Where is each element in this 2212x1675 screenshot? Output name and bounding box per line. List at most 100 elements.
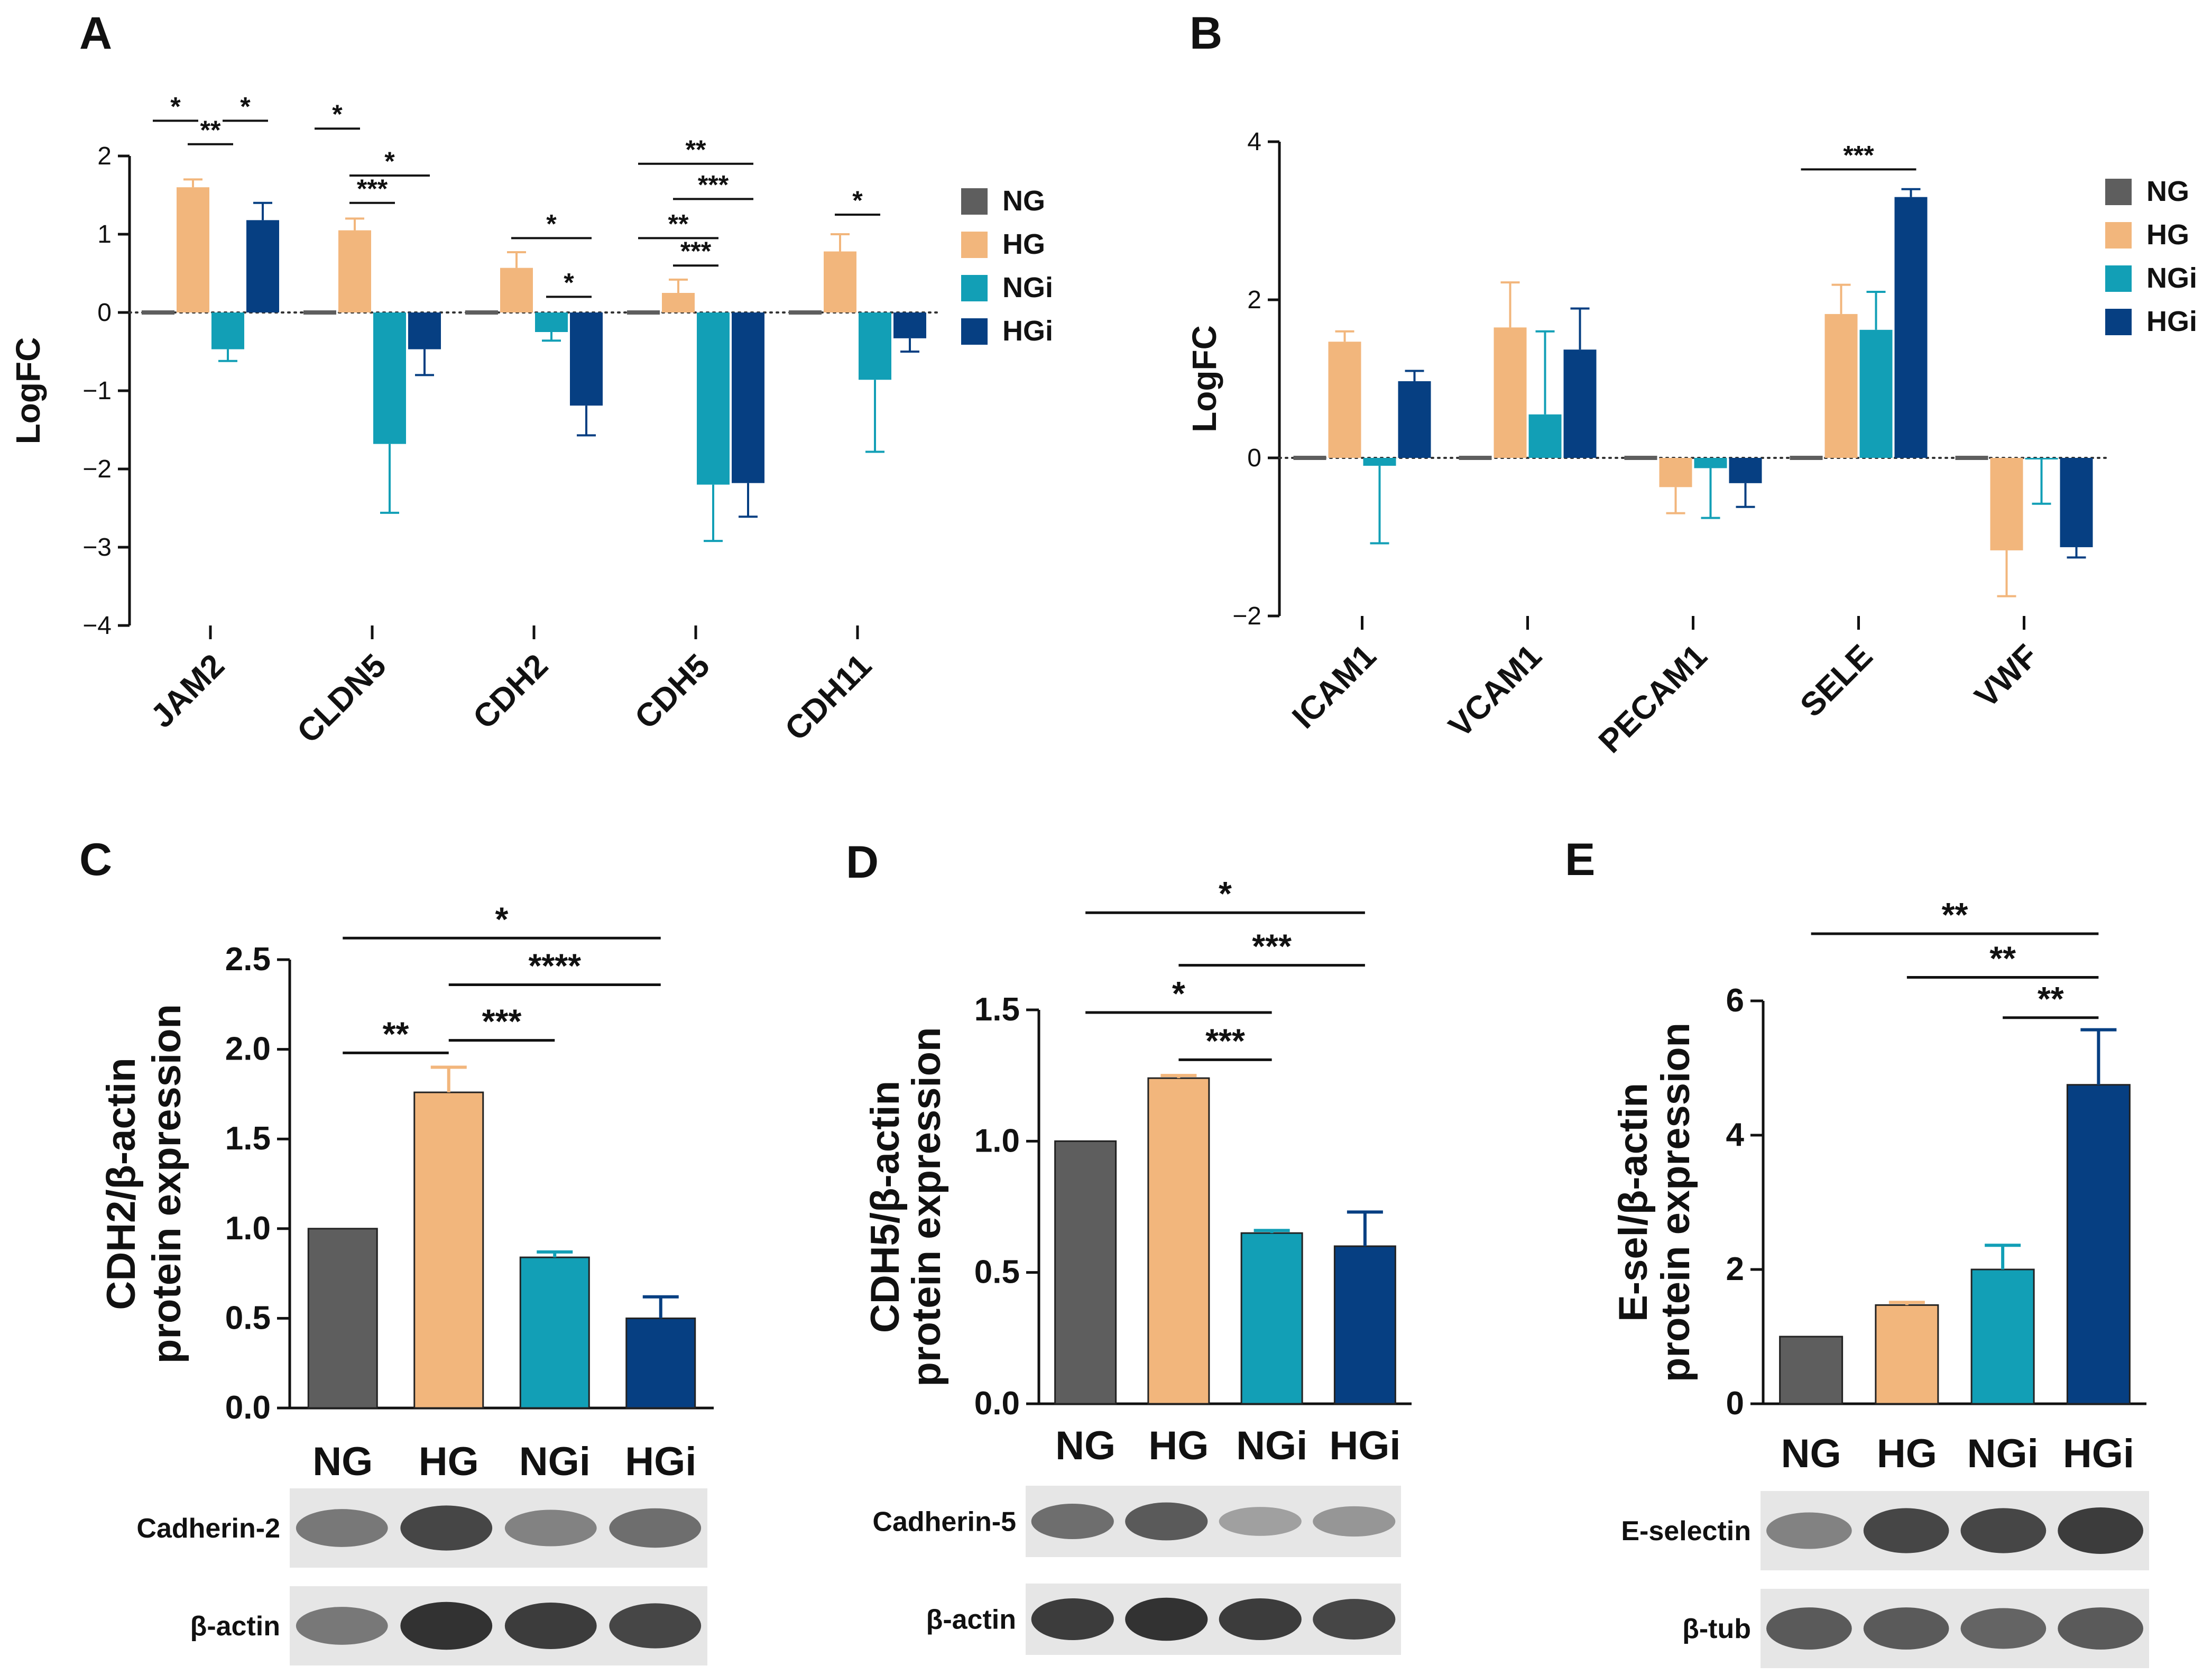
panel-a-y-tick-label: −1 [82, 377, 112, 405]
panel-b-bar-ng [1790, 456, 1823, 460]
panel-c-y-tick-label: 1.5 [225, 1120, 271, 1157]
panel-d-blot-band [1031, 1598, 1114, 1641]
panel-c-blot-label: β-actin [190, 1611, 280, 1642]
panel-b-legend-label-hg: HG [2146, 219, 2189, 251]
panel-a-bar-ngi [859, 312, 891, 380]
panel-a-bar-ngi [211, 312, 244, 349]
panel-e-blot-label: E-selectin [1621, 1516, 1751, 1547]
panel-b-y-tick-label: 2 [1247, 286, 1261, 314]
panel-a-legend-swatch-ngi [961, 275, 988, 301]
panel-c-y-tick-label: 2.0 [225, 1031, 271, 1067]
panel-b-legend-label-ng: NG [2146, 176, 2189, 207]
panel-b-x-tick-label: SELE [1793, 638, 1879, 724]
panel-a-bar-hg [177, 187, 209, 312]
panel-a-bar-hg [500, 268, 533, 312]
panel-d-blot-band [1125, 1502, 1208, 1541]
panel-b-legend-swatch-hgi [2105, 309, 2132, 335]
panel-d-blot-band [1031, 1504, 1114, 1539]
panel-a-significance-label: * [384, 146, 395, 176]
panel-d-x-tick-label-hgi: HGi [1329, 1423, 1400, 1468]
panel-b-x-tick-label: PECAM1 [1592, 638, 1715, 760]
panel-a-bar-ng [465, 310, 498, 315]
panel-a-significance-label: * [332, 99, 343, 129]
panel-e-blot-band [1863, 1508, 1949, 1553]
panel-c-bar-ng [307, 1228, 378, 1409]
panel-c-blot-band [504, 1603, 597, 1649]
panel-c: C 2.5 2.0 1.5 1.0 0.5 0.0 CDH2/β-actinprotein … [79, 834, 714, 1665]
panel-c-y-axis-label-line: protein expression [144, 1004, 189, 1364]
panel-e-blot-band [1863, 1607, 1949, 1650]
panel-b-significance-label: *** [1843, 140, 1874, 170]
panel-a-legend-label-hg: HG [1002, 228, 1045, 260]
panel-a-bar-ng [627, 310, 660, 315]
panel-a-y-tick-label: −3 [82, 533, 112, 562]
panel-a-bar-ngi [373, 312, 406, 444]
panel-b: B 4 2 0 −2 LogFC ICAM1 VCAM1 PECAM1 SELE VWF *** NG… [1185, 8, 2197, 760]
panel-a-bar-ng [789, 310, 822, 315]
panel-e-blot-band [2058, 1607, 2143, 1650]
panel-e-y-axis-label-line: protein expression [1653, 1023, 1698, 1382]
panel-e-blot-band [1766, 1512, 1852, 1549]
panel-e-y-tick-label: 4 [1726, 1117, 1745, 1153]
panel-a-significance-label: ** [668, 209, 689, 238]
panel-e-blot-band [1960, 1508, 2047, 1553]
panel-a-y-tick-label: 0 [97, 299, 112, 327]
panel-c-bar-ngi [519, 1256, 590, 1409]
panel-c-blot-band [400, 1505, 493, 1551]
panel-a-bar-hg [662, 293, 695, 312]
panel-a-bar-ngi [535, 312, 568, 332]
panel-a-significance-label: * [852, 186, 863, 215]
panel-a-significance-label: * [170, 91, 181, 121]
panel-a-legend-label-hgi: HGi [1002, 315, 1053, 347]
panel-b-bar-ngi [1528, 414, 1562, 458]
panel-a-y-tick-label: −4 [82, 612, 112, 640]
panel-e-x-tick-label-hg: HG [1877, 1431, 1937, 1476]
panel-b-bar-hgi [1398, 381, 1431, 458]
panel-d-x-tick-label-hg: HG [1148, 1423, 1209, 1468]
panel-a: A 2 1 0 −1 −2 −3 −4 LogFC JAM2 CLDN5 CDH2 CDH5 CDH11… [9, 8, 1053, 750]
panel-d-blot-band [1125, 1597, 1208, 1641]
panel-b-x-tick-label: VWF [1968, 638, 2045, 715]
panel-a-bar-hgi [893, 312, 926, 338]
panel-d-y-tick-label: 1.5 [974, 991, 1020, 1028]
panel-e-y-tick-label: 0 [1726, 1385, 1744, 1422]
panel-a-letter: A [79, 8, 112, 59]
panel-d-y-axis-label-line: CDH5/β-actin [863, 1081, 908, 1333]
panel-b-bar-hg [1659, 458, 1692, 487]
panel-e-blot-band [1960, 1608, 2047, 1649]
panel-b-bar-ngi [1859, 329, 1893, 458]
panel-b-y-axis-label: LogFC [1185, 325, 1223, 432]
panel-b-legend-swatch-hg [2105, 222, 2132, 249]
panel-b-bar-hg [1824, 314, 1858, 458]
panel-c-blot-band [609, 1508, 702, 1548]
panel-c-y-axis-label-line: CDH2/β-actin [99, 1057, 144, 1310]
panel-a-significance-label: *** [357, 174, 388, 204]
panel-e-letter: E [1565, 834, 1595, 885]
panel-c-y-axis-label: CDH2/β-actinprotein expression [99, 1004, 189, 1364]
panel-d-bar-hgi [1333, 1245, 1396, 1405]
panel-c-bar-hg [413, 1091, 484, 1409]
panel-a-x-tick-label: JAM2 [144, 647, 232, 735]
panel-a-significance-label: *** [698, 170, 729, 199]
panel-d-blot-band [1219, 1598, 1302, 1641]
panel-a-y-tick-label: 2 [97, 142, 112, 170]
panel-c-blot-band [504, 1510, 597, 1547]
panel-c-y-tick-label: 2.5 [225, 941, 271, 978]
panel-a-legend-swatch-ng [961, 188, 988, 215]
panel-e: E 6 4 2 0 E-sel/β-actinprotein expression NG H… [1565, 834, 2149, 1668]
panel-b-bar-ngi [1694, 458, 1727, 468]
panel-d-significance-label: *** [1252, 927, 1292, 965]
panel-a-bar-hgi [246, 220, 279, 312]
panel-c-significance-label: ** [383, 1015, 409, 1053]
panel-e-x-tick-label-hgi: HGi [2063, 1431, 2134, 1476]
panel-a-x-tick-label: CDH5 [628, 647, 717, 736]
panel-d-blot-label: β-actin [926, 1605, 1016, 1635]
panel-e-bar-hg [1875, 1304, 1939, 1405]
panel-b-x-tick-label: ICAM1 [1285, 638, 1383, 735]
panel-d-significance-label: *** [1205, 1021, 1245, 1060]
panel-a-bar-ng [142, 310, 174, 315]
panel-a-significance-label: * [240, 91, 251, 121]
panel-b-legend-label-ngi: NGi [2146, 262, 2197, 294]
panel-a-x-tick-label: CDH2 [466, 647, 555, 736]
panel-e-bar-ngi [1970, 1268, 2035, 1405]
